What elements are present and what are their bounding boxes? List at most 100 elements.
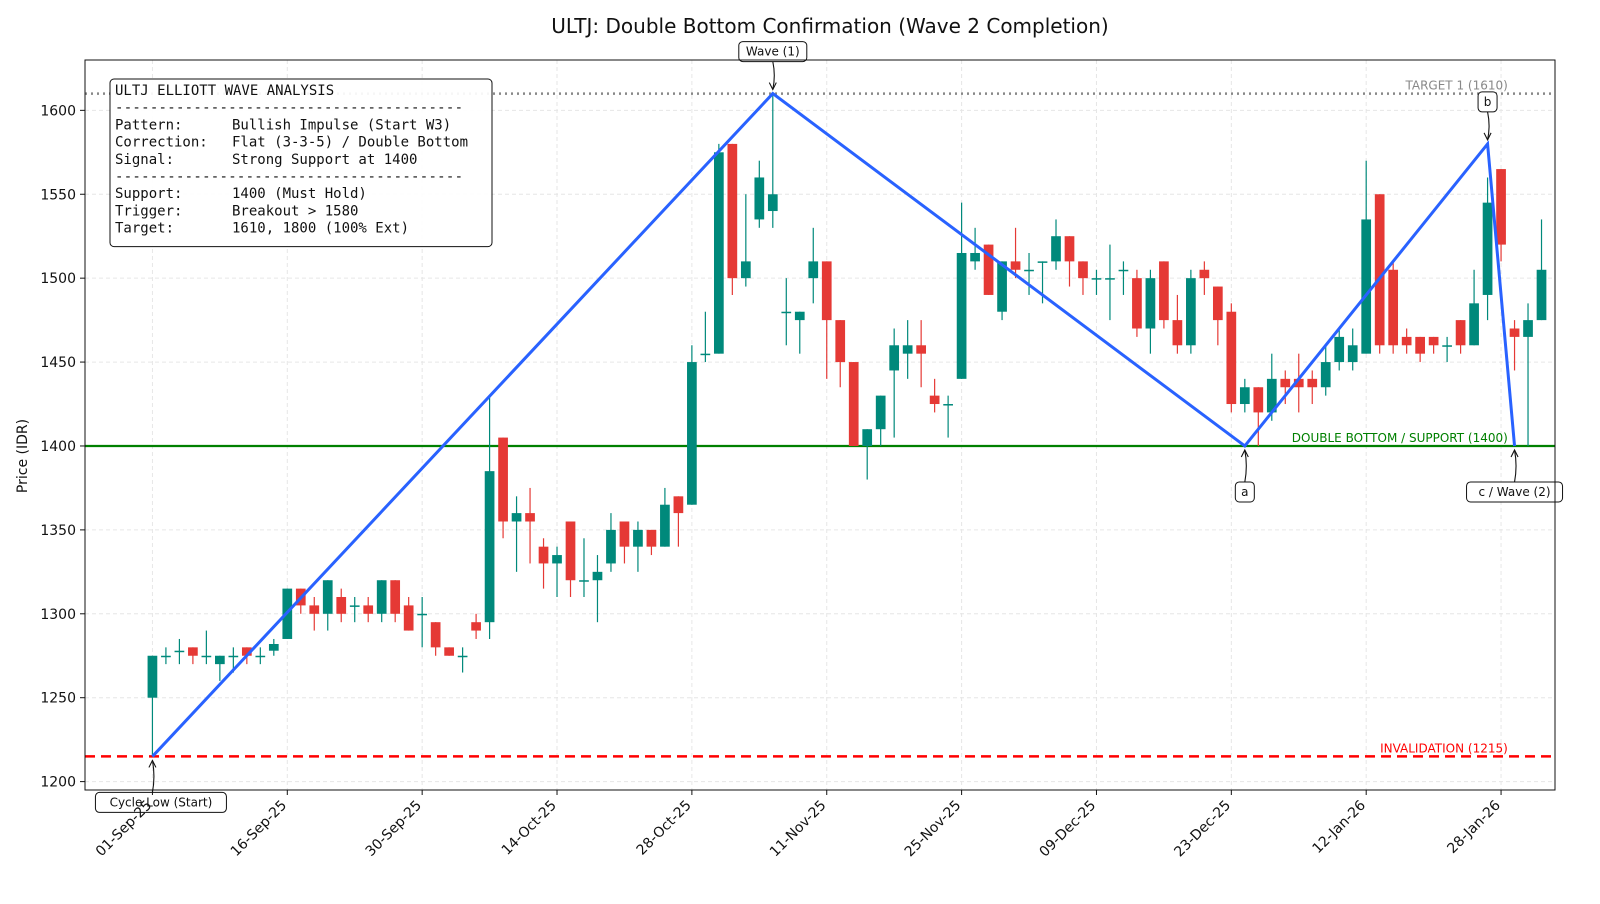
candle-body bbox=[902, 345, 913, 354]
candle-body bbox=[875, 395, 886, 430]
candle-body bbox=[1442, 345, 1452, 347]
candle-body bbox=[1388, 269, 1399, 346]
candle-body bbox=[1051, 236, 1061, 262]
candle-body bbox=[619, 521, 630, 547]
candle-body bbox=[660, 504, 670, 547]
candle-body bbox=[1226, 311, 1237, 405]
info-box-value: Bullish Impulse (Start W3) bbox=[232, 117, 451, 133]
y-tick-label: 1600 bbox=[40, 103, 76, 119]
chart-title: ULTJ: Double Bottom Confirmation (Wave 2… bbox=[551, 14, 1108, 38]
annotation-label: Cycle Low (Start) bbox=[110, 795, 213, 809]
candle-body bbox=[201, 655, 212, 658]
candle-body bbox=[713, 152, 724, 354]
candle-body bbox=[430, 622, 441, 648]
wave-annotation: c / Wave (2) bbox=[1466, 448, 1564, 503]
candle-body bbox=[268, 644, 279, 651]
candle-body bbox=[767, 194, 778, 212]
candle-body bbox=[821, 261, 832, 321]
candle-body bbox=[444, 647, 454, 656]
candle-body bbox=[255, 655, 266, 658]
annotation-box bbox=[1477, 91, 1498, 113]
wave-path: Cycle Low (Start) Wave (1) a b c / Wave (2) bbox=[94, 41, 1564, 813]
candle-body bbox=[1293, 378, 1304, 388]
candle-body bbox=[1145, 278, 1156, 329]
candle-body bbox=[943, 404, 953, 406]
candle-body bbox=[835, 320, 846, 363]
candle-body bbox=[1469, 303, 1479, 346]
target-label: TARGET 1 (1610) bbox=[1404, 79, 1507, 93]
candle-body bbox=[147, 655, 158, 698]
candle-body bbox=[1078, 261, 1088, 279]
candle-body bbox=[1172, 320, 1183, 346]
candle-body bbox=[700, 353, 711, 356]
candle-body bbox=[1159, 261, 1169, 321]
candle-body bbox=[565, 521, 576, 581]
wave-annotation: Wave (1) bbox=[738, 41, 808, 91]
candle-body bbox=[808, 261, 819, 279]
candle-body bbox=[511, 513, 522, 522]
x-tick-label: 28-Jan-26 bbox=[1444, 797, 1504, 857]
candle-body bbox=[188, 647, 198, 656]
candle-body bbox=[376, 580, 387, 614]
info-box-value: 1400 (Must Hold) bbox=[232, 186, 367, 202]
candle-body bbox=[754, 177, 765, 220]
x-tick-label: 11-Nov-25 bbox=[767, 798, 830, 861]
y-tick-label: 1300 bbox=[40, 607, 76, 623]
candle-body bbox=[403, 605, 414, 631]
annotation-label: Wave (1) bbox=[746, 45, 800, 59]
annotation-box bbox=[1234, 481, 1255, 503]
info-box-key: Signal: bbox=[115, 152, 174, 168]
candle-body bbox=[687, 362, 697, 505]
info-box-key: Pattern: bbox=[115, 117, 182, 133]
invalidation-label: INVALIDATION (1215) bbox=[1380, 741, 1508, 755]
candle-body bbox=[336, 597, 347, 614]
candle-body bbox=[592, 571, 603, 581]
candle-body bbox=[983, 244, 994, 295]
annotation-arrow bbox=[1513, 449, 1517, 483]
candle-body bbox=[1509, 328, 1520, 337]
candle-body bbox=[1307, 378, 1318, 388]
candle-body bbox=[1320, 362, 1331, 388]
x-tick-label: 23-Dec-25 bbox=[1171, 798, 1234, 861]
info-box-key: Trigger: bbox=[115, 203, 182, 219]
wave-annotation: b bbox=[1477, 91, 1498, 142]
candle-body bbox=[484, 471, 495, 623]
candle-body bbox=[161, 655, 171, 658]
x-tick-label: 14-Oct-25 bbox=[499, 798, 560, 859]
y-tick-label: 1450 bbox=[40, 355, 76, 371]
candle-body bbox=[309, 605, 320, 614]
annotation-arrow bbox=[772, 61, 775, 90]
wave-line bbox=[151, 91, 1517, 758]
info-box-value: Breakout > 1580 bbox=[232, 203, 358, 219]
candle-body bbox=[1401, 336, 1412, 346]
candle-body bbox=[215, 655, 225, 665]
candle-body bbox=[1482, 202, 1493, 295]
info-box-heading: ULTJ ELLIOTT WAVE ANALYSIS bbox=[115, 83, 334, 99]
candle-body bbox=[1186, 278, 1196, 346]
info-box-value: Strong Support at 1400 bbox=[232, 152, 417, 168]
info-box-key: Target: bbox=[115, 221, 174, 237]
candle-body bbox=[457, 655, 468, 658]
annotation-arrowhead bbox=[768, 82, 777, 91]
annotation-label: a bbox=[1241, 485, 1248, 499]
candle-body bbox=[1253, 387, 1264, 413]
candle-body bbox=[781, 311, 792, 314]
y-tick-label: 1350 bbox=[40, 523, 76, 539]
candle-body bbox=[794, 311, 805, 321]
annotation-arrowhead bbox=[148, 759, 157, 768]
wave-annotation: Cycle Low (Start) bbox=[94, 759, 227, 813]
candle-body bbox=[727, 143, 738, 279]
candle-body bbox=[1024, 269, 1034, 272]
candle-body bbox=[646, 529, 657, 547]
candle-body bbox=[241, 647, 252, 656]
wave-annotation: a bbox=[1234, 448, 1255, 503]
candle-body bbox=[1496, 169, 1506, 245]
candle-body bbox=[1455, 320, 1466, 346]
candle-body bbox=[552, 555, 562, 564]
support-label: DOUBLE BOTTOM / SUPPORT (1400) bbox=[1292, 431, 1508, 445]
candle-body bbox=[1334, 336, 1345, 363]
x-tick-label: 09-Dec-25 bbox=[1036, 798, 1099, 861]
info-box-value: 1610, 1800 (100% Ext) bbox=[232, 221, 409, 237]
candle-body bbox=[390, 580, 401, 614]
candle-body bbox=[1091, 278, 1102, 280]
